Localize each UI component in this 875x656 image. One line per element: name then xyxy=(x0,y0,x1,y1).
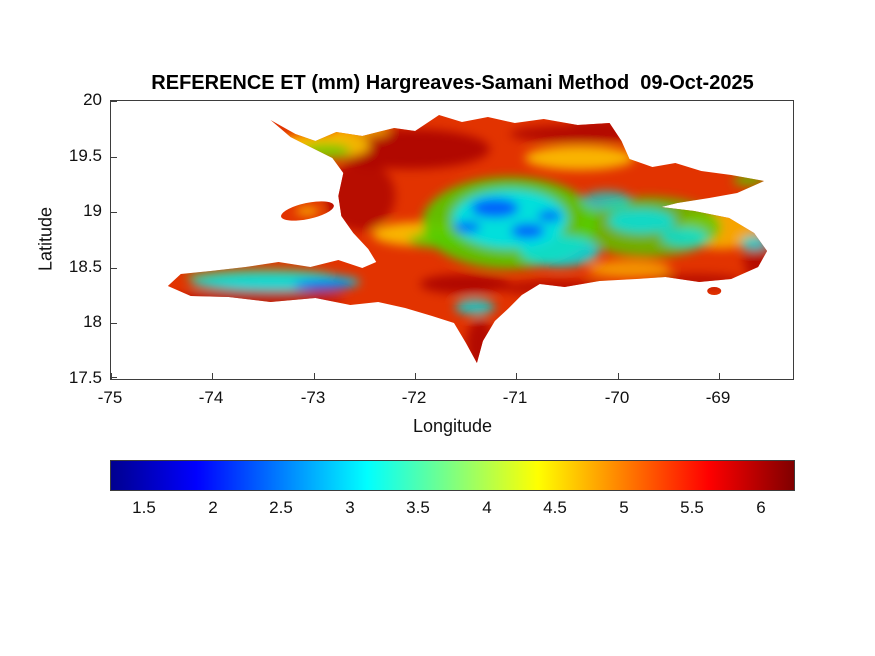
et-raster xyxy=(167,115,768,363)
x-axis-label: Longitude xyxy=(412,416,493,436)
colorbar-tick-label: 2 xyxy=(208,498,218,517)
y-axis-tick xyxy=(111,323,117,324)
x-tick-label: -74 xyxy=(198,388,224,407)
x-tick-label: -73 xyxy=(300,388,326,407)
x-axis-tick xyxy=(212,373,213,379)
y-tick-label: 18.5 xyxy=(68,257,102,276)
y-axis-tick xyxy=(111,212,117,213)
y-axis-tick xyxy=(111,268,117,269)
x-axis-tick xyxy=(415,373,416,379)
x-axis-tick xyxy=(516,373,517,379)
x-tick-label: -72 xyxy=(401,388,427,407)
colorbar-tick-label: 4.5 xyxy=(543,498,567,517)
y-tick-label: 18 xyxy=(83,312,102,331)
y-axis-tick xyxy=(111,157,117,158)
y-axis-tick xyxy=(111,377,117,378)
chart-title: REFERENCE ET (mm) Hargreaves-Samani Meth… xyxy=(151,72,754,94)
hispaniola-et-map xyxy=(167,115,768,363)
x-tick-label: -75 xyxy=(97,388,123,407)
x-axis-tick xyxy=(314,373,315,379)
colorbar-tick-label: 3.5 xyxy=(406,498,430,517)
x-tick-label: -69 xyxy=(705,388,731,407)
x-axis-tick xyxy=(719,373,720,379)
x-tick-label: -71 xyxy=(502,388,528,407)
colorbar xyxy=(110,460,795,491)
colorbar-gradient xyxy=(111,461,794,490)
colorbar-tick-label: 5 xyxy=(619,498,629,517)
x-tick-label: -70 xyxy=(604,388,630,407)
y-tick-label: 19.5 xyxy=(68,146,102,165)
y-tick-label: 20 xyxy=(83,90,102,109)
y-axis-tick xyxy=(111,101,117,102)
colorbar-tick-label: 2.5 xyxy=(269,498,293,517)
y-tick-label: 17.5 xyxy=(68,368,102,387)
colorbar-tick-label: 1.5 xyxy=(132,498,156,517)
x-axis-tick xyxy=(618,373,619,379)
colorbar-tick-label: 3 xyxy=(345,498,355,517)
colorbar-tick-label: 5.5 xyxy=(680,498,704,517)
colorbar-tick-label: 4 xyxy=(482,498,492,517)
y-tick-label: 19 xyxy=(83,201,102,220)
et-pattern-overlay xyxy=(175,115,768,363)
x-axis-tick xyxy=(111,373,112,379)
colorbar-tick-label: 6 xyxy=(756,498,766,517)
plot-area xyxy=(110,100,794,380)
